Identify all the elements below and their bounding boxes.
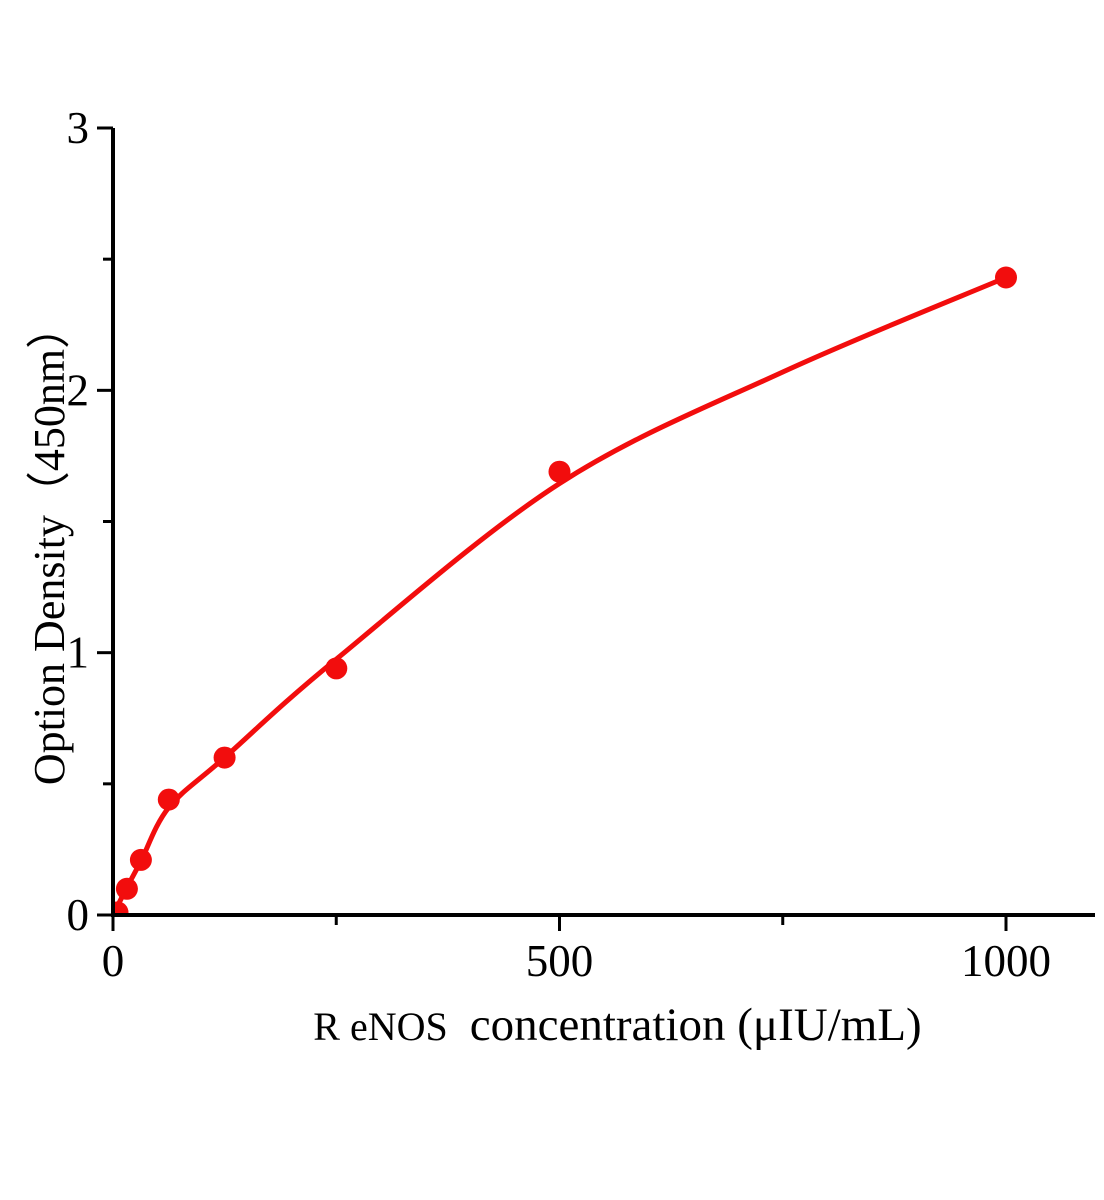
y-axis-title: Option Density（450nm） [25, 304, 74, 786]
plot-area [111, 266, 1017, 915]
y-tick-label: 0 [67, 890, 90, 940]
data-point [548, 460, 571, 483]
axes [111, 128, 1095, 917]
data-point [111, 901, 129, 915]
data-point [115, 877, 138, 900]
fit-curve [111, 275, 1009, 915]
x-axis-title: R eNOS concentration (μIU/mL) [130, 998, 1104, 1052]
x-tick-label: 1000 [961, 936, 1051, 986]
data-point [157, 788, 180, 811]
ticks [97, 126, 1008, 931]
data-point [995, 266, 1017, 289]
y-tick-label: 1 [67, 628, 90, 678]
y-tick-label: 2 [67, 365, 90, 415]
x-axis-title-main: concentration (μIU/mL) [469, 999, 922, 1051]
x-axis-title-prefix: R eNOS [313, 1004, 448, 1049]
y-tick-label: 3 [67, 103, 90, 153]
data-point [325, 657, 348, 680]
data-point [129, 848, 152, 871]
x-tick-label: 500 [526, 936, 594, 986]
x-tick-label: 0 [102, 936, 125, 986]
data-point [213, 746, 236, 769]
